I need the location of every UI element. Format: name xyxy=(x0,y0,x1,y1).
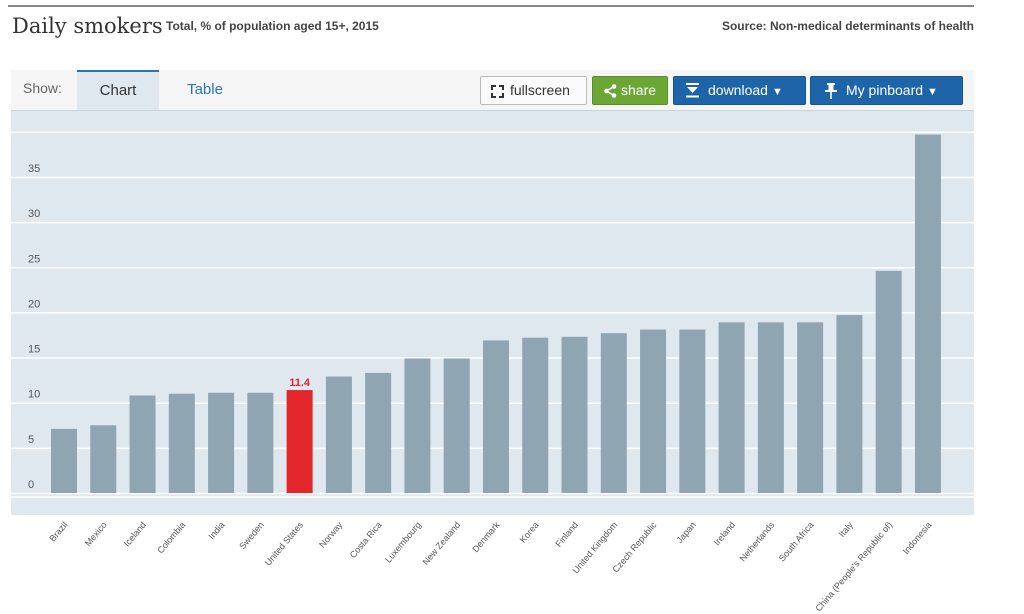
source-link[interactable]: Source: Non-medical determinants of heal… xyxy=(721,19,974,33)
bar-denmark[interactable] xyxy=(482,340,509,493)
y-tick-label: 30 xyxy=(28,208,40,220)
x-tick-label: Brazil xyxy=(47,520,69,544)
tab-table[interactable]: Table xyxy=(187,81,223,98)
x-tick-label: Netherlands xyxy=(738,519,777,563)
y-tick-label: 25 xyxy=(28,253,40,265)
bar-south-africa[interactable] xyxy=(797,322,824,493)
data-label: 11.4 xyxy=(289,377,311,389)
y-tick-label: 0 xyxy=(28,479,34,491)
bar-ireland[interactable] xyxy=(718,322,745,493)
fullscreen-icon xyxy=(491,85,504,98)
y-tick-label: 10 xyxy=(28,389,40,401)
y-tick-label: 35 xyxy=(28,163,40,175)
share-button[interactable]: share xyxy=(592,76,668,105)
x-tick-label: Denmark xyxy=(470,519,501,554)
bar-brazil[interactable] xyxy=(51,428,77,493)
x-tick-label: South Africa xyxy=(777,520,816,564)
bar-china-people-s-republic-of-[interactable] xyxy=(875,270,902,493)
bar-united-kingdom[interactable] xyxy=(600,333,627,493)
download-label: download ▼ xyxy=(708,82,783,98)
share-icon xyxy=(604,84,617,98)
x-tick-label: Mexico xyxy=(83,520,109,548)
x-tick-label: Norway xyxy=(317,519,345,549)
fullscreen-button[interactable]: fullscreen xyxy=(480,76,587,105)
caret-down-icon: ▼ xyxy=(927,86,938,98)
bar-finland[interactable] xyxy=(561,336,588,493)
x-tick-label: New Zealand xyxy=(420,520,462,567)
bar-czech-republic[interactable] xyxy=(640,329,667,493)
page-title: Daily smokers xyxy=(12,14,163,38)
bar-luxembourg[interactable] xyxy=(404,358,431,493)
bar-italy[interactable] xyxy=(836,315,863,493)
bar-norway[interactable] xyxy=(325,376,352,493)
x-tick-label: Sweden xyxy=(237,520,266,551)
pinboard-button[interactable]: My pinboard ▼ xyxy=(810,76,963,105)
tab-chart[interactable]: Chart xyxy=(77,70,159,110)
bar-colombia[interactable] xyxy=(168,393,195,493)
x-tick-label: India xyxy=(206,520,226,541)
bar-japan[interactable] xyxy=(679,329,706,493)
x-tick-label: Ireland xyxy=(712,520,737,548)
page-subtitle: Total, % of population aged 15+, 2015 xyxy=(166,19,379,33)
bar-sweden[interactable] xyxy=(247,392,274,493)
x-tick-label: Japan xyxy=(674,520,697,545)
show-label: Show: xyxy=(23,80,62,96)
bar-netherlands[interactable] xyxy=(757,322,784,493)
bar-new-zealand[interactable] xyxy=(443,358,470,493)
fullscreen-label: fullscreen xyxy=(510,82,570,98)
bar-costa-rica[interactable] xyxy=(365,372,392,493)
x-tick-label: Korea xyxy=(518,520,541,545)
x-tick-label: Colombia xyxy=(155,520,187,556)
x-tick-label: Luxembourg xyxy=(383,520,423,565)
download-button[interactable]: download ▼ xyxy=(673,76,806,105)
chart-toolbar: Show: Chart Table fullscreen share downl… xyxy=(11,70,974,111)
y-tick-label: 15 xyxy=(28,344,40,356)
top-rule xyxy=(8,5,974,7)
bar-iceland[interactable] xyxy=(129,395,156,493)
x-tick-label: United States xyxy=(263,519,306,567)
y-tick-label: 20 xyxy=(28,298,40,310)
bar-mexico[interactable] xyxy=(90,425,117,493)
x-tick-label: Italy xyxy=(837,519,856,538)
x-tick-label: China (People's Republic of) xyxy=(813,520,894,614)
y-tick-label: 5 xyxy=(28,434,34,446)
x-tick-label: Indonesia xyxy=(901,520,934,556)
x-tick-label: Iceland xyxy=(122,520,148,549)
pin-icon xyxy=(825,83,837,99)
x-tick-label: Finland xyxy=(553,520,580,549)
x-tick-label: Costa Rica xyxy=(348,520,384,560)
caret-down-icon: ▼ xyxy=(771,86,783,98)
bar-korea[interactable] xyxy=(522,337,549,493)
pinboard-label: My pinboard ▼ xyxy=(846,82,938,98)
share-label: share xyxy=(621,82,657,98)
download-icon xyxy=(686,83,699,98)
bar-indonesia[interactable] xyxy=(914,134,941,493)
bar-india[interactable] xyxy=(208,392,235,493)
bar-united-states[interactable] xyxy=(286,390,313,493)
